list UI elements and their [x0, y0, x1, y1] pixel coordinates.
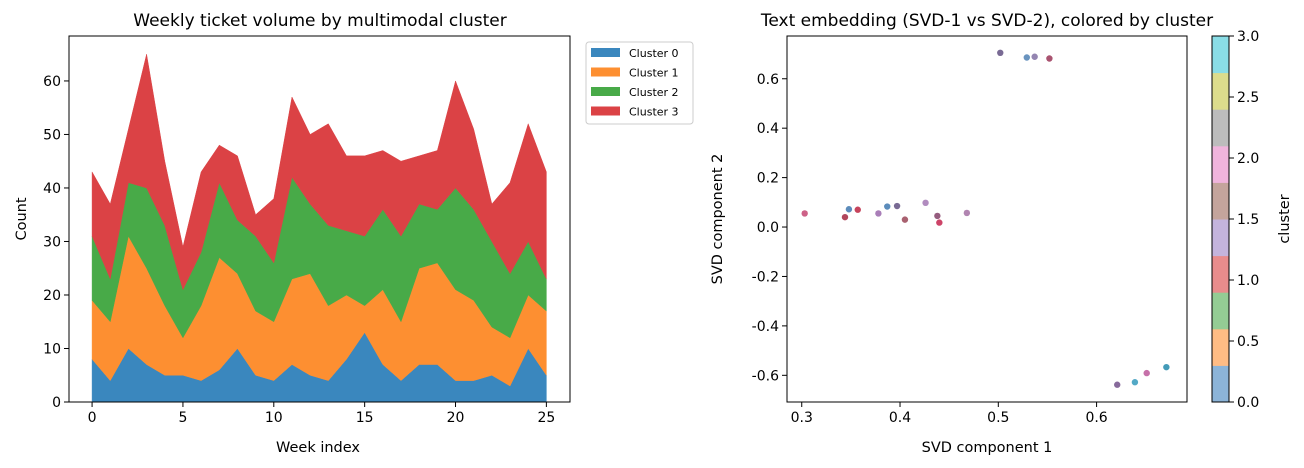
right-chart-title: Text embedding (SVD-1 vs SVD-2), colored… — [760, 11, 1213, 31]
legend-label-cluster-3: Cluster 3 — [629, 106, 679, 119]
right-axes-frame — [786, 35, 1188, 403]
colorbar-tick-label: 1.0 — [1237, 273, 1259, 289]
colorbar-segment — [1212, 145, 1229, 183]
y-tick-label: 30 — [43, 234, 61, 250]
scatter-point — [1046, 55, 1053, 62]
colorbar-segment — [1212, 255, 1229, 293]
scatter-point — [841, 213, 849, 221]
x-tick-label: 0 — [88, 410, 97, 426]
colorbar-segment — [1212, 292, 1229, 330]
x-tick-label: 0.3 — [791, 410, 813, 426]
left-x-label: Week index — [276, 440, 360, 456]
scatter-point — [963, 209, 971, 217]
y-tick-label: 0.0 — [757, 220, 779, 236]
scatter-point — [893, 202, 901, 210]
legend-swatch-cluster-0 — [591, 48, 620, 57]
scatter-point — [884, 203, 891, 210]
x-tick-label: 5 — [178, 410, 187, 426]
scatter-point — [901, 216, 909, 223]
scatter-point — [875, 210, 882, 217]
x-tick-label: 0.5 — [987, 410, 1009, 426]
legend-label-cluster-2: Cluster 2 — [629, 86, 679, 99]
scatter-point — [845, 206, 853, 213]
colorbar-segment — [1212, 219, 1229, 257]
legend: Cluster 0 Cluster 1 Cluster 2 Cluster 3 — [585, 41, 694, 125]
x-tick-label: 0.6 — [1085, 410, 1107, 426]
legend-swatch-cluster-2 — [591, 87, 620, 96]
colorbar-segment — [1212, 328, 1229, 366]
y-tick-label: -0.2 — [752, 269, 779, 285]
colorbar-tick-label: 0.0 — [1237, 395, 1259, 411]
y-tick-label: -0.4 — [752, 319, 779, 335]
x-tick-label: 25 — [537, 410, 555, 426]
y-tick-label: 20 — [43, 288, 61, 304]
right-y-label: SVD component 2 — [710, 154, 726, 285]
scatter-point — [1023, 54, 1031, 61]
scatter-point — [854, 206, 861, 213]
x-tick-label: 0.4 — [889, 410, 911, 426]
right-plot: 0.3 0.4 0.5 0.6 -0.6 -0.4 -0.2 0.0 0.2 0.4 0.6 — [752, 35, 1188, 426]
x-tick-label: 15 — [356, 410, 374, 426]
scatter-point — [934, 212, 941, 220]
colorbar-tick-label: 2.5 — [1237, 90, 1259, 106]
colorbar-tick-label: 1.5 — [1237, 212, 1259, 228]
colorbar-tick-label: 0.5 — [1237, 334, 1259, 350]
y-tick-label: 0 — [52, 395, 61, 411]
colorbar-segment — [1212, 365, 1229, 403]
left-y-label: Count — [14, 197, 30, 240]
x-tick-label: 10 — [265, 410, 283, 426]
scatter-point — [997, 49, 1004, 57]
y-tick-label: 40 — [43, 181, 61, 197]
colorbar-tick-label: 2.0 — [1237, 151, 1259, 167]
y-tick-label: 10 — [43, 341, 61, 357]
legend-swatch-cluster-3 — [591, 106, 620, 116]
colorbar-segment — [1212, 36, 1229, 74]
colorbar-segment — [1212, 182, 1229, 220]
y-tick-label: 50 — [43, 127, 61, 143]
area-cluster-3 — [91, 54, 547, 291]
y-tick-label: 0.6 — [757, 72, 779, 88]
scatter-point — [1143, 369, 1150, 377]
y-tick-label: -0.6 — [752, 368, 779, 384]
colorbar-segment — [1212, 109, 1229, 147]
scatter-point — [801, 210, 808, 217]
left-axes-frame — [68, 35, 571, 403]
legend-box — [585, 41, 694, 125]
scatter-point — [1031, 53, 1038, 60]
x-tick-label: 20 — [447, 410, 465, 426]
scatter-point — [936, 219, 943, 226]
y-tick-label: 60 — [43, 74, 61, 90]
scatter-point — [922, 199, 929, 207]
scatter-point — [1114, 381, 1121, 388]
scatter-point — [1163, 363, 1170, 371]
left-chart-title: Weekly ticket volume by multimodal clust… — [133, 11, 506, 31]
y-tick-label: 0.4 — [757, 121, 779, 137]
colorbar: 0.0 0.5 1.0 1.5 2.0 2.5 3.0 — [1211, 29, 1259, 411]
legend-label-cluster-1: Cluster 1 — [629, 67, 679, 80]
colorbar-tick-label: 3.0 — [1237, 29, 1259, 45]
legend-swatch-cluster-1 — [591, 67, 620, 77]
colorbar-segment — [1212, 72, 1229, 110]
scatter-point — [1131, 379, 1139, 386]
colorbar-label: cluster — [1277, 194, 1293, 243]
legend-label-cluster-0: Cluster 0 — [629, 47, 679, 60]
right-x-label: SVD component 1 — [922, 440, 1053, 456]
y-tick-label: 0.2 — [757, 171, 779, 187]
